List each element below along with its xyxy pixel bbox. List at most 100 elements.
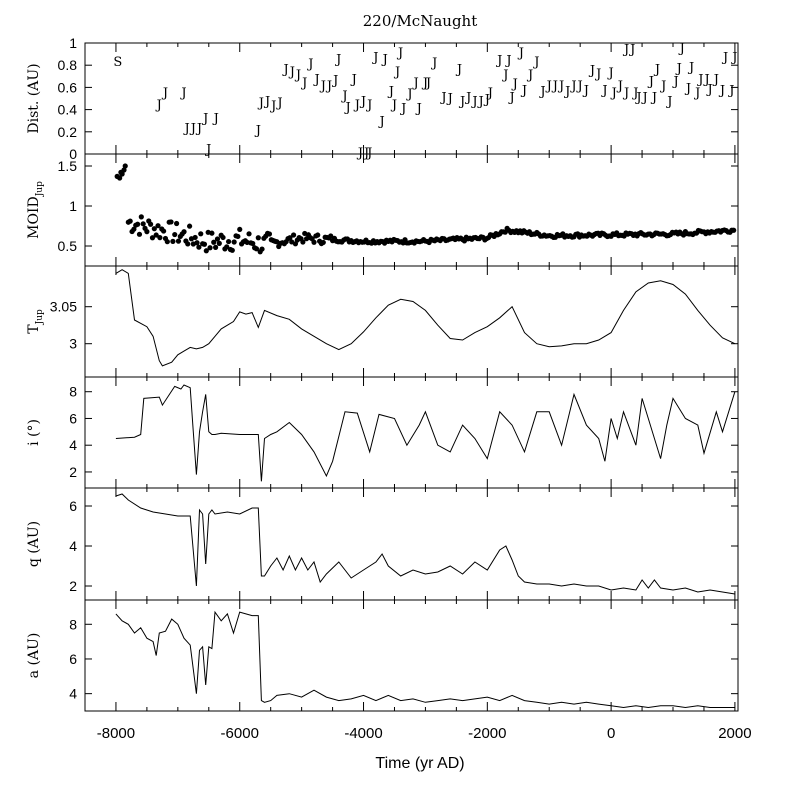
moid-point xyxy=(138,214,144,220)
marker-j: J xyxy=(312,73,319,88)
y-tick-label: 8 xyxy=(69,384,77,400)
x-tick-label: 2000 xyxy=(718,725,751,742)
marker-j: J xyxy=(600,84,607,99)
marker-j: J xyxy=(359,95,366,110)
moid-point xyxy=(250,240,256,247)
marker-j: J xyxy=(365,98,372,113)
marker-j: J xyxy=(195,121,202,136)
marker-j: J xyxy=(381,53,388,68)
moid-point xyxy=(237,226,243,233)
marker-j: J xyxy=(486,86,493,101)
marker-j: J xyxy=(458,95,465,110)
moid-point xyxy=(315,232,321,238)
y-axis-label: Dist. (AU) xyxy=(26,63,42,133)
marker-j: J xyxy=(647,75,654,90)
marker-j: J xyxy=(353,98,360,113)
panel-3: 3 3.05 TJup xyxy=(26,265,739,378)
marker-j: J xyxy=(721,50,728,65)
marker-j: J xyxy=(155,98,162,113)
moid-point xyxy=(203,248,209,254)
moid-point xyxy=(131,226,137,232)
y-axis-label: a (AU) xyxy=(26,633,42,679)
moid-point xyxy=(201,241,208,247)
panel-frame xyxy=(84,599,739,712)
moid-point xyxy=(136,231,143,237)
marker-j: J xyxy=(334,53,341,68)
moid-point xyxy=(290,232,297,238)
marker-j: J xyxy=(634,90,641,105)
y-tick-label: 6 xyxy=(69,498,77,514)
moid-point xyxy=(175,238,182,244)
panel-5: 2 4 6 q (AU) xyxy=(26,487,739,601)
moid-point xyxy=(320,239,326,246)
marker-j: J xyxy=(421,76,428,91)
marker-j: J xyxy=(610,86,617,101)
marker-j: J xyxy=(501,68,508,83)
y-tick-label: 0.2 xyxy=(58,124,78,140)
x-tick-label: -2000 xyxy=(468,725,506,742)
moid-point xyxy=(155,223,161,229)
moid-point xyxy=(151,226,157,232)
marker-j: J xyxy=(659,79,666,94)
y-tick-label: 6 xyxy=(69,651,77,667)
y-axis-label: i (°) xyxy=(26,419,42,446)
marker-j: J xyxy=(532,55,539,70)
panel-frame xyxy=(84,376,739,489)
marker-j: J xyxy=(254,124,261,139)
marker-j: J xyxy=(377,115,384,130)
marker-j: J xyxy=(446,91,453,106)
moid-point xyxy=(235,233,241,240)
panel-frame xyxy=(84,153,739,267)
marker-j: J xyxy=(455,63,462,78)
y-tick-label: 2 xyxy=(69,578,77,594)
moid-point xyxy=(185,241,191,247)
moid-point xyxy=(211,239,217,245)
marker-j: J xyxy=(517,46,524,61)
marker-j: J xyxy=(622,86,629,101)
moid-point xyxy=(216,240,222,246)
x-tick-label: 0 xyxy=(607,725,615,742)
marker-j: J xyxy=(616,79,623,94)
marker-j: J xyxy=(520,84,527,99)
marker-j: J xyxy=(331,74,338,89)
x-axis-label: Time (yr AD) xyxy=(375,755,464,772)
y-tick-label: 3 xyxy=(69,336,77,352)
marker-j: J xyxy=(628,43,635,58)
marker-j: J xyxy=(294,68,301,83)
marker-j: J xyxy=(477,95,484,110)
marker-j: J xyxy=(526,68,533,83)
moid-point xyxy=(300,239,306,245)
marker-j: J xyxy=(399,101,406,116)
marker-j: J xyxy=(412,76,419,91)
moid-point xyxy=(209,230,215,236)
marker-j: J xyxy=(306,57,313,72)
marker-j: J xyxy=(356,146,363,161)
y-tick-label: 4 xyxy=(69,686,77,702)
marker-j: J xyxy=(545,79,552,94)
marker-j: J xyxy=(504,54,511,69)
marker-j: J xyxy=(396,46,403,61)
moid-point xyxy=(122,163,128,169)
marker-j: J xyxy=(464,90,471,105)
marker-j: J xyxy=(362,146,369,161)
marker-j: J xyxy=(718,84,725,99)
marker-j: J xyxy=(189,121,196,136)
moid-point xyxy=(168,219,174,225)
y-tick-label: 1 xyxy=(69,35,77,51)
marker-j: J xyxy=(706,83,713,98)
marker-j: J xyxy=(483,93,490,108)
marker-j: J xyxy=(727,84,734,99)
marker-j: J xyxy=(430,56,437,71)
marker-j: J xyxy=(275,96,282,111)
moid-point xyxy=(181,229,187,235)
marker-j: J xyxy=(684,81,691,96)
marker-j: J xyxy=(387,85,394,100)
marker-j: J xyxy=(594,67,601,82)
y-tick-label: 0.8 xyxy=(58,57,78,73)
marker-j: J xyxy=(712,73,719,88)
marker-j: J xyxy=(201,111,208,126)
marker-j: J xyxy=(365,146,372,161)
marker-j: J xyxy=(678,41,685,56)
moid-point xyxy=(194,240,200,246)
panel-4: 2 4 6 8 i (°) xyxy=(26,376,739,489)
